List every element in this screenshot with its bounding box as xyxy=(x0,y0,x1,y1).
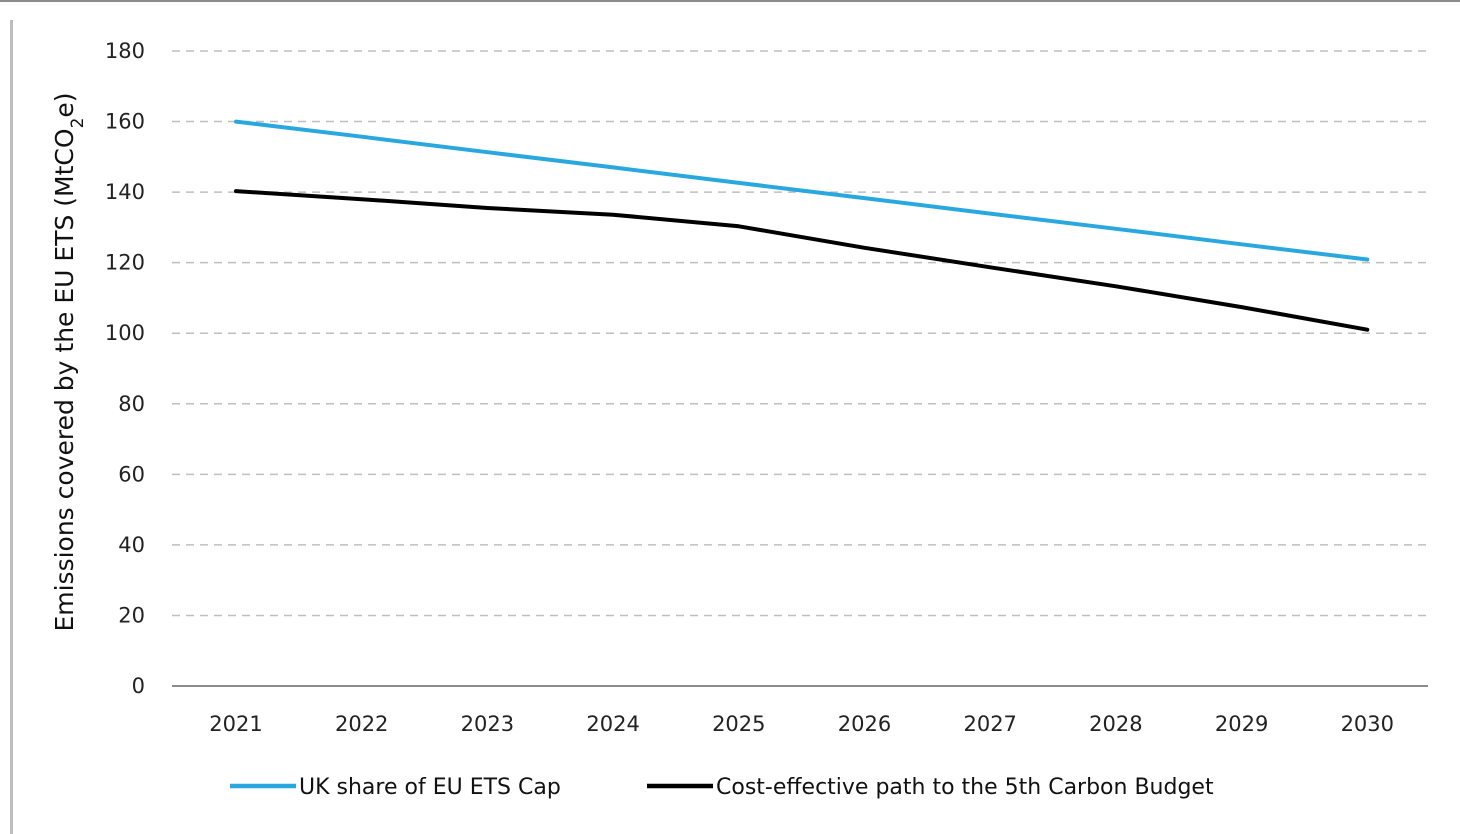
x-tick-label: 2028 xyxy=(1089,712,1142,736)
x-tick-label: 2024 xyxy=(586,712,639,736)
y-tick-label: 180 xyxy=(105,39,145,63)
y-tick-label: 80 xyxy=(118,392,145,416)
x-tick-label: 2029 xyxy=(1215,712,1268,736)
y-tick-label: 40 xyxy=(118,533,145,557)
x-tick-label: 2025 xyxy=(712,712,765,736)
y-tick-label: 20 xyxy=(118,603,145,627)
y-tick-label: 100 xyxy=(105,321,145,345)
series-line-0 xyxy=(234,119,1370,262)
y-tick-label: 160 xyxy=(105,110,145,134)
x-tick-label: 2021 xyxy=(209,712,262,736)
y-axis-label-tail: e) xyxy=(50,92,79,117)
legend-label-cost-effective-path: Cost-effective path to the 5th Carbon Bu… xyxy=(716,775,1214,800)
series-line-1 xyxy=(234,189,1370,332)
y-tick-label: 120 xyxy=(105,251,145,275)
y-tick-label: 60 xyxy=(118,462,145,486)
x-tick-label: 2022 xyxy=(335,712,388,736)
x-tick-label: 2023 xyxy=(461,712,514,736)
series-lines xyxy=(234,119,1370,332)
y-axis-label-subscript: 2 xyxy=(68,118,88,129)
legend-label-uk-cap: UK share of EU ETS Cap xyxy=(299,775,561,800)
y-tick-label: 0 xyxy=(132,674,145,698)
x-tick-label: 2030 xyxy=(1341,712,1394,736)
y-tick-labels: 0 20 40 60 80 100 120 140 160 180 xyxy=(105,39,145,698)
x-tick-label: 2026 xyxy=(838,712,891,736)
legend: UK share of EU ETS Cap Cost-effective pa… xyxy=(230,775,1214,800)
y-tick-label: 140 xyxy=(105,180,145,204)
x-tick-label: 2027 xyxy=(963,712,1016,736)
left-border xyxy=(10,20,13,834)
top-border xyxy=(0,0,1460,2)
y-axis-label-main: Emissions covered by the EU ETS (MtCO xyxy=(50,128,79,631)
x-tick-labels: 2021 2022 2023 2024 2025 2026 2027 2028 2029 2030 xyxy=(209,712,1394,736)
y-axis-label: Emissions covered by the EU ETS (MtCO2e) xyxy=(50,92,88,631)
